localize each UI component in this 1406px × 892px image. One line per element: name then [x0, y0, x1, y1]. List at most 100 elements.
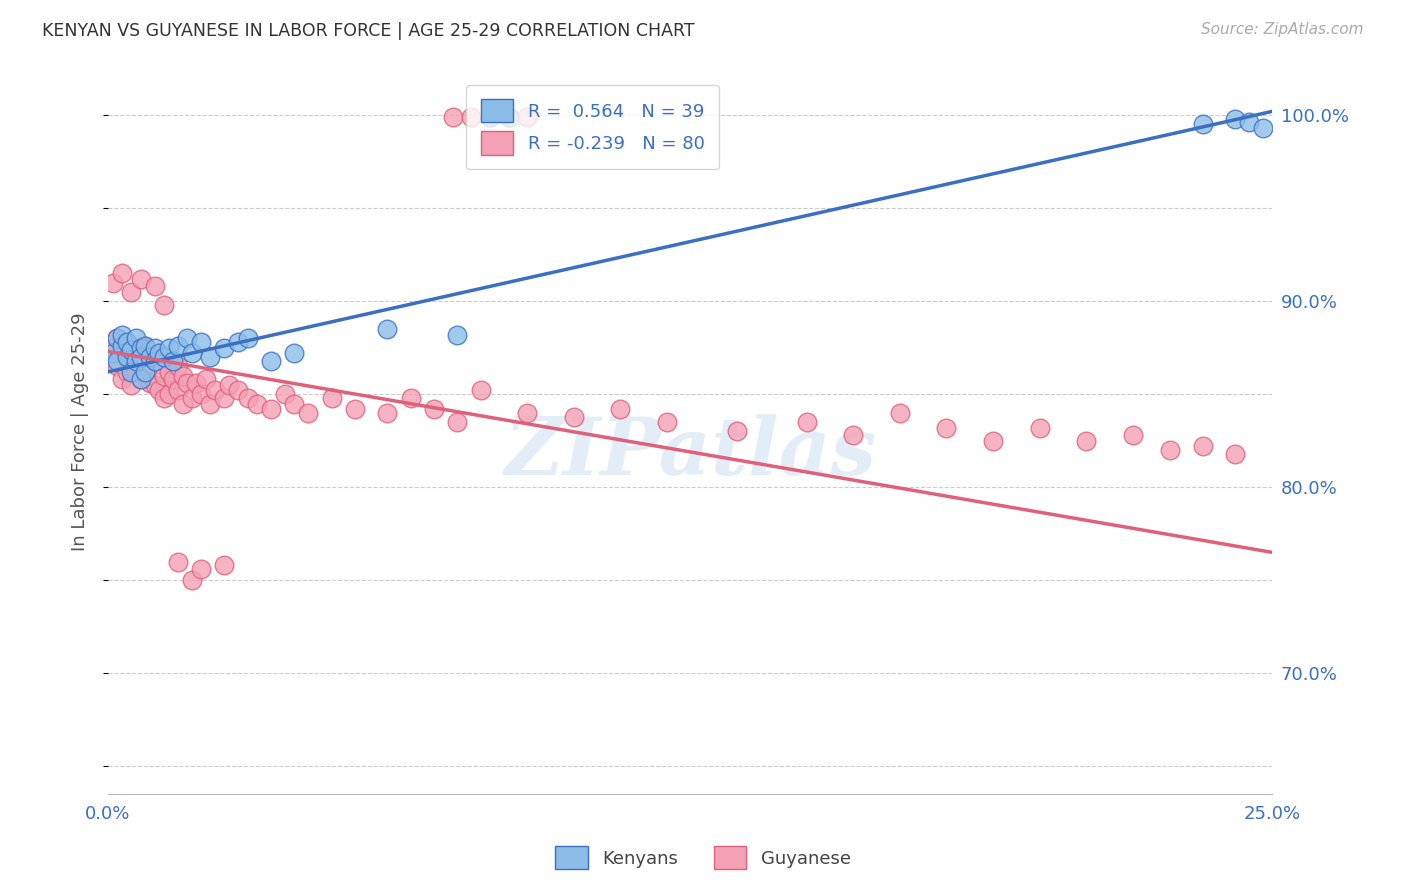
Point: [148, 358, 170, 372]
Point: [1251, 121, 1274, 136]
Point: [115, 335, 138, 350]
Point: [172, 368, 194, 383]
Point: [190, 562, 212, 576]
Point: [105, 331, 128, 345]
Point: [516, 406, 538, 420]
Text: Source: ZipAtlas.com: Source: ZipAtlas.com: [1201, 22, 1364, 37]
Point: [101, 346, 124, 360]
Point: [134, 339, 156, 353]
Point: [115, 365, 138, 379]
Point: [1191, 117, 1213, 131]
Point: [180, 574, 202, 588]
Point: [935, 421, 957, 435]
Point: [498, 110, 520, 124]
Point: [478, 110, 501, 124]
Point: [162, 353, 184, 368]
Point: [143, 378, 166, 392]
Point: [218, 378, 240, 392]
Point: [115, 350, 138, 364]
Point: [228, 384, 250, 398]
Point: [105, 359, 128, 374]
Point: [1159, 443, 1181, 458]
Point: [148, 346, 170, 360]
Point: [143, 279, 166, 293]
Point: [111, 266, 134, 280]
Point: [129, 372, 152, 386]
Point: [562, 409, 585, 424]
Point: [446, 327, 468, 342]
Point: [1028, 421, 1050, 435]
Point: [190, 335, 212, 350]
Point: [246, 396, 269, 410]
Point: [153, 368, 176, 383]
Text: ZIPatlas: ZIPatlas: [505, 415, 876, 492]
Point: [399, 391, 422, 405]
Point: [120, 339, 142, 353]
Point: [1237, 115, 1260, 129]
Point: [172, 396, 194, 410]
Point: [148, 384, 170, 398]
Legend: Kenyans, Guyanese: Kenyans, Guyanese: [546, 838, 860, 879]
Point: [143, 341, 166, 355]
Legend: R =  0.564   N = 39, R = -0.239   N = 80: R = 0.564 N = 39, R = -0.239 N = 80: [467, 85, 718, 169]
Point: [157, 341, 180, 355]
Point: [460, 110, 482, 124]
Point: [101, 276, 124, 290]
Point: [204, 384, 226, 398]
Point: [725, 425, 748, 439]
Point: [214, 341, 236, 355]
Point: [176, 331, 198, 345]
Point: [470, 384, 492, 398]
Point: [180, 391, 202, 405]
Point: [125, 331, 148, 345]
Point: [115, 350, 138, 364]
Point: [889, 406, 911, 420]
Text: KENYAN VS GUYANESE IN LABOR FORCE | AGE 25-29 CORRELATION CHART: KENYAN VS GUYANESE IN LABOR FORCE | AGE …: [42, 22, 695, 40]
Point: [120, 343, 142, 357]
Point: [1191, 439, 1213, 453]
Point: [143, 353, 166, 368]
Point: [655, 415, 678, 429]
Point: [186, 376, 208, 390]
Point: [236, 331, 259, 345]
Point: [120, 378, 142, 392]
Point: [260, 402, 283, 417]
Point: [153, 298, 176, 312]
Point: [343, 402, 366, 417]
Point: [609, 402, 631, 417]
Point: [377, 322, 399, 336]
Point: [180, 346, 202, 360]
Point: [167, 555, 190, 569]
Point: [1122, 428, 1144, 442]
Point: [441, 110, 464, 124]
Point: [134, 359, 156, 374]
Point: [260, 353, 283, 368]
Point: [143, 353, 166, 368]
Point: [105, 353, 128, 368]
Point: [796, 415, 818, 429]
Point: [111, 339, 134, 353]
Point: [139, 350, 162, 364]
Point: [228, 335, 250, 350]
Point: [297, 406, 319, 420]
Point: [157, 387, 180, 401]
Point: [214, 558, 236, 573]
Point: [120, 365, 142, 379]
Point: [236, 391, 259, 405]
Point: [200, 350, 222, 364]
Point: [162, 372, 184, 386]
Point: [1225, 112, 1247, 126]
Point: [167, 359, 190, 374]
Point: [1225, 447, 1247, 461]
Point: [194, 372, 217, 386]
Point: [139, 376, 162, 390]
Point: [283, 396, 305, 410]
Point: [139, 350, 162, 364]
Point: [274, 387, 297, 401]
Point: [125, 346, 148, 360]
Point: [129, 350, 152, 364]
Point: [125, 353, 148, 368]
Point: [377, 406, 399, 420]
Point: [283, 346, 305, 360]
Point: [981, 434, 1004, 448]
